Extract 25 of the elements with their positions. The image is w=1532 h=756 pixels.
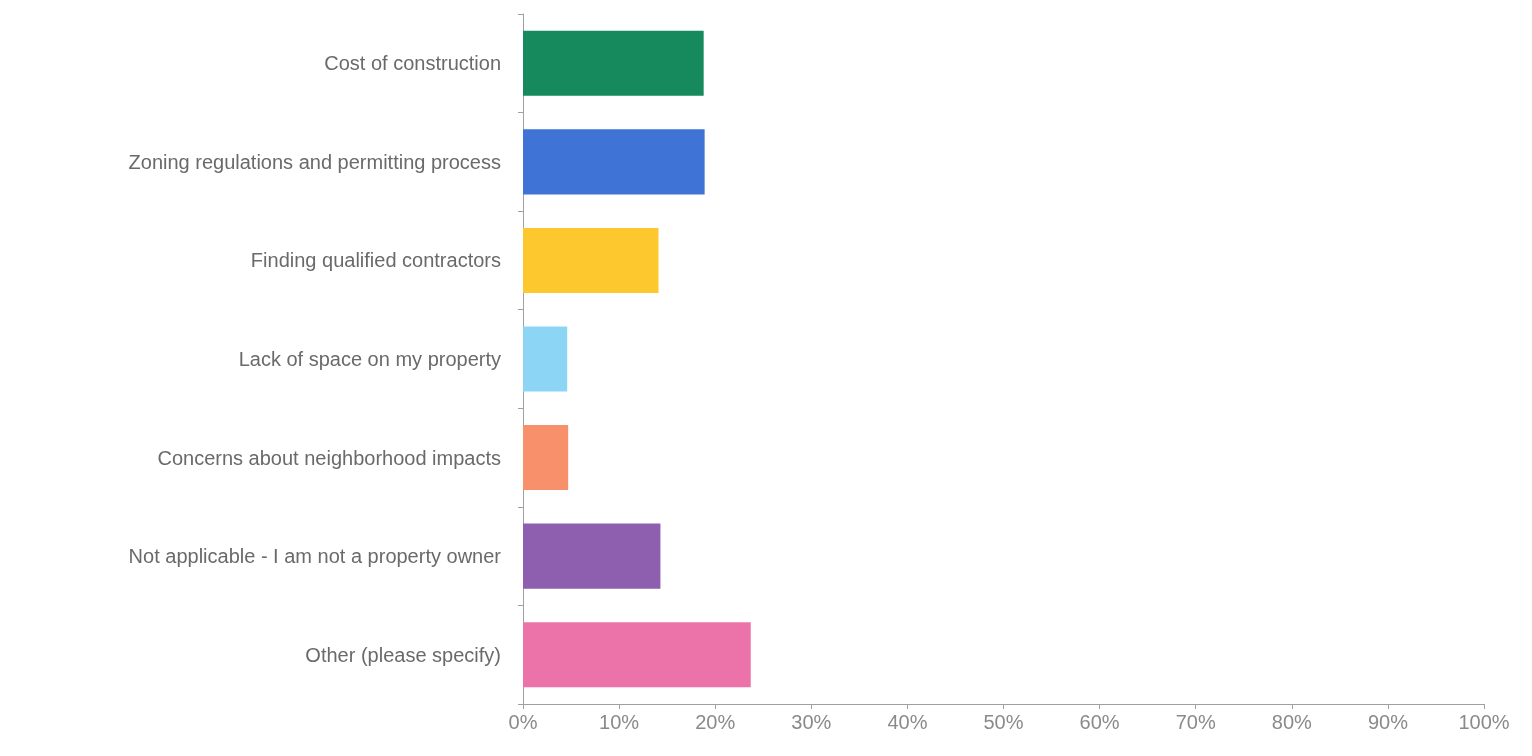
- x-tick-label: 30%: [791, 711, 832, 733]
- x-tick-label: 40%: [887, 711, 928, 733]
- bar: [523, 326, 568, 392]
- x-tick-label: 50%: [983, 711, 1024, 733]
- y-tick-label: Other (please specify): [305, 643, 501, 666]
- y-tick-label: Not applicable - I am not a property owner: [128, 545, 502, 568]
- x-tick-label: 100%: [1458, 711, 1510, 733]
- bar: [523, 425, 569, 491]
- y-tick-label: Concerns about neighborhood impacts: [157, 446, 501, 469]
- bar: [523, 129, 705, 195]
- bar: [523, 622, 751, 688]
- x-tick-label: 80%: [1271, 711, 1313, 733]
- y-tick-label: Lack of space on my property: [238, 348, 501, 370]
- x-tick-label: 10%: [599, 711, 640, 733]
- x-tick-label: 0%: [508, 711, 538, 733]
- x-tick-label: 90%: [1367, 711, 1409, 733]
- x-tick-label: 20%: [695, 711, 736, 733]
- x-tick-label: 60%: [1079, 711, 1120, 733]
- bar: [523, 523, 661, 589]
- bar: [523, 30, 704, 96]
- y-tick-label: Cost of construction: [324, 52, 501, 75]
- y-tick-label: Finding qualified contractors: [250, 249, 501, 272]
- x-tick-label: 70%: [1175, 711, 1216, 733]
- y-tick-label: Zoning regulations and permitting process: [128, 150, 501, 173]
- bar: [523, 227, 659, 293]
